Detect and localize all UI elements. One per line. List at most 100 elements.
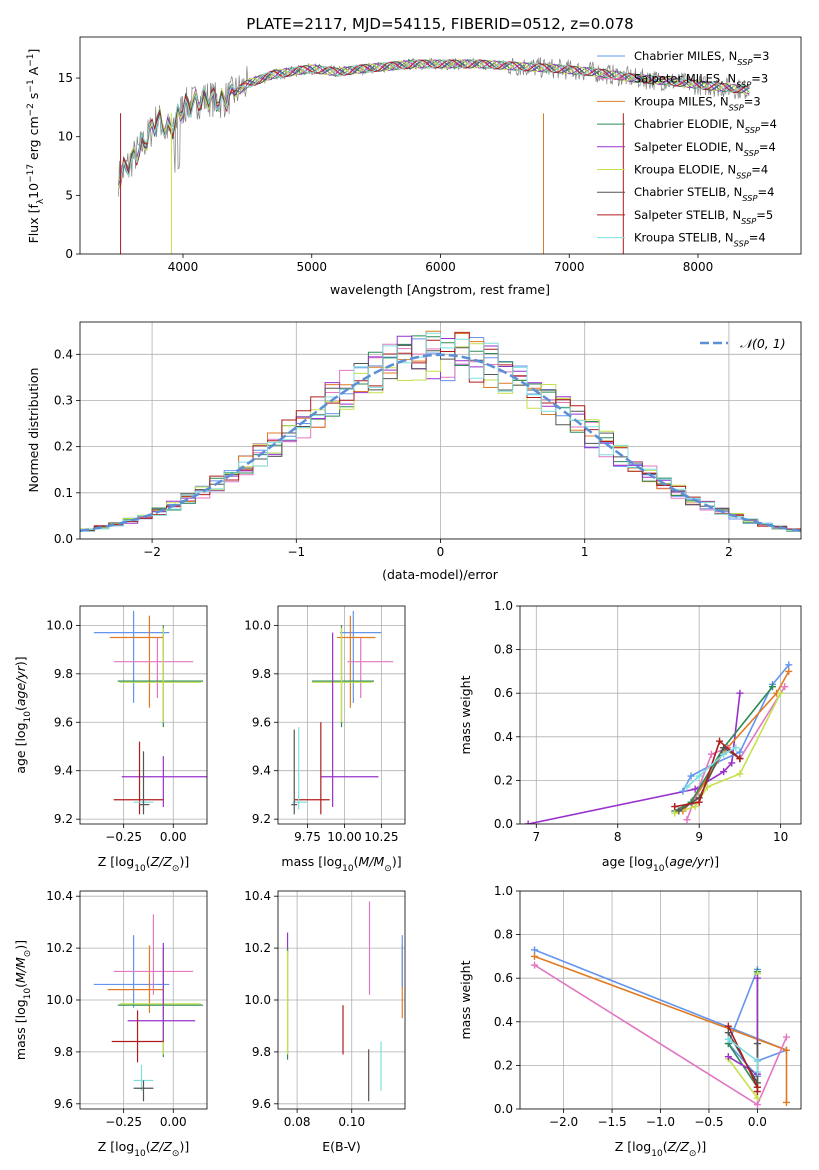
axes-frame bbox=[519, 605, 802, 825]
data-point-marker bbox=[753, 974, 761, 982]
series-line bbox=[686, 746, 737, 788]
data-point-marker bbox=[777, 689, 785, 697]
data-point-marker bbox=[782, 1098, 790, 1106]
histogram-step-line bbox=[80, 344, 801, 531]
data-point-marker bbox=[753, 1057, 761, 1065]
data-point-marker bbox=[531, 952, 539, 960]
model-spectrum-line bbox=[118, 59, 750, 189]
y-axis-label: mass weight bbox=[458, 675, 473, 754]
legend-entry: 𝒩(0, 1) bbox=[740, 336, 786, 351]
plot-area bbox=[520, 891, 801, 1109]
chart-mass-vs-ebv: 0.08 0.10 9.6 9.8 10.0 10.2 10.4 E(B-V) bbox=[244, 889, 406, 1154]
data-point-marker bbox=[687, 772, 695, 780]
y-tick-label: 9.6 bbox=[54, 1097, 73, 1111]
data-point-marker bbox=[720, 768, 728, 776]
x-tick-label: 9.75 bbox=[294, 830, 321, 844]
chart-mass-weight-vs-age: 7 8 9 10 0.0 0.2 0.4 0.6 0.8 1.0 age [log10(age/yr… bbox=[458, 599, 802, 874]
data-point-marker bbox=[720, 750, 728, 758]
y-tick-label: 0.2 bbox=[54, 440, 73, 454]
y-tick-label: 9.8 bbox=[54, 1045, 73, 1059]
axes-frame bbox=[277, 890, 406, 1110]
x-axis-label: age [log10(age/yr)] bbox=[602, 854, 719, 874]
data-point-marker bbox=[707, 750, 715, 758]
y-tick-label: 1.0 bbox=[494, 599, 513, 613]
y-tick-label: 0.8 bbox=[494, 928, 513, 942]
x-tick-label: 5000 bbox=[296, 260, 327, 274]
chart-mass-vs-metallicity: −0.25 0.00 9.6 9.8 10.0 10.2 10.4 Z [log10(Z/Z⊙… bbox=[13, 889, 208, 1159]
legend-entry: Kroupa ELODIE, NSSP=4 bbox=[634, 163, 768, 181]
y-tick-label: 9.4 bbox=[54, 764, 73, 778]
y-tick-label: 0.0 bbox=[54, 532, 73, 546]
axes-frame bbox=[79, 36, 802, 255]
axes-frame bbox=[277, 605, 406, 825]
data-point-marker bbox=[753, 1101, 761, 1109]
y-tick-label: 15 bbox=[58, 71, 73, 85]
data-point-marker bbox=[671, 809, 679, 817]
y-tick-label: 10.0 bbox=[46, 993, 73, 1007]
histogram-step-line bbox=[80, 343, 801, 531]
plot-area bbox=[278, 606, 405, 824]
y-tick-label: 0.2 bbox=[494, 773, 513, 787]
x-tick-label: 10 bbox=[773, 830, 788, 844]
histogram-step-line bbox=[80, 332, 801, 531]
data-point-marker bbox=[724, 1053, 732, 1061]
y-tick-label: 10.4 bbox=[46, 889, 73, 903]
y-axis-label: Flux [fλ10−17 erg cm−2 s−1 A−1] bbox=[26, 49, 46, 244]
gaussian-curve bbox=[80, 353, 801, 533]
chart-age-vs-metallicity: −0.25 0.00 9.2 9.4 9.6 9.8 10.0 Z [log10(Z/Z⊙)]… bbox=[13, 605, 208, 874]
x-tick-label: −2 bbox=[143, 545, 161, 559]
chart-mass-weight-vs-metallicity: −2.0 −1.5 −1.0 −0.5 0.0 0.0 0.2 0.4 0.6 0.8 1.0 Z [… bbox=[458, 884, 802, 1159]
legend-entry: Kroupa MILES, NSSP=3 bbox=[634, 94, 761, 112]
y-tick-label: 9.6 bbox=[54, 715, 73, 729]
y-tick-label: 0.6 bbox=[494, 686, 513, 700]
y-axis-label: Normed distribution bbox=[26, 368, 41, 493]
chart-residuals: −2 −1 0 1 2 0.0 0.1 0.2 0.3 0.4 𝒩(0, 1) (data-model… bbox=[26, 321, 802, 582]
y-tick-label: 10.2 bbox=[244, 941, 271, 955]
data-point-marker bbox=[768, 683, 776, 691]
data-point-marker bbox=[716, 737, 724, 745]
x-tick-label: −0.25 bbox=[105, 1115, 142, 1129]
legend-entry: Kroupa STELIB, NSSP=4 bbox=[634, 231, 766, 249]
data-point-marker bbox=[724, 1022, 732, 1030]
x-tick-label: 7000 bbox=[554, 260, 585, 274]
data-point-marker bbox=[785, 667, 793, 675]
axes-frame bbox=[79, 321, 802, 540]
data-point-marker bbox=[782, 1033, 790, 1041]
data-point-marker bbox=[531, 946, 539, 954]
x-tick-label: 0.00 bbox=[160, 830, 187, 844]
y-tick-label: 9.8 bbox=[252, 1045, 271, 1059]
y-tick-label: 0.2 bbox=[494, 1058, 513, 1072]
data-point-marker bbox=[683, 816, 691, 824]
legend-entry: Salpeter ELODIE, NSSP=4 bbox=[634, 140, 776, 158]
plot-area bbox=[118, 57, 750, 254]
x-axis-label: mass [log10(M/M⊙)] bbox=[281, 854, 401, 874]
x-tick-label: −0.5 bbox=[694, 1115, 723, 1129]
x-tick-label: 9 bbox=[695, 830, 703, 844]
data-point-marker bbox=[736, 748, 744, 756]
x-axis-label: wavelength [Angstrom, rest frame] bbox=[330, 282, 550, 297]
x-tick-label: 1 bbox=[581, 545, 589, 559]
y-tick-label: 10 bbox=[58, 130, 73, 144]
legend-entry: Salpeter MILES, NSSP=3 bbox=[634, 72, 768, 90]
data-point-marker bbox=[732, 744, 740, 752]
data-point-marker bbox=[782, 1046, 790, 1054]
data-point-marker bbox=[524, 820, 532, 824]
plot-area bbox=[80, 606, 207, 824]
axes-frame bbox=[79, 890, 208, 1110]
x-tick-label: −0.25 bbox=[105, 830, 142, 844]
data-point-marker bbox=[753, 1040, 761, 1048]
data-point-marker bbox=[781, 683, 789, 691]
y-tick-label: 1.0 bbox=[494, 884, 513, 898]
x-tick-label: 7 bbox=[532, 830, 540, 844]
y-tick-label: 0.0 bbox=[494, 1102, 513, 1116]
y-axis-label: age [log10(age/yr)] bbox=[13, 656, 33, 773]
y-tick-label: 0.4 bbox=[494, 730, 513, 744]
data-point-marker bbox=[695, 772, 703, 780]
x-tick-label: −1.5 bbox=[597, 1115, 626, 1129]
y-tick-label: 9.8 bbox=[54, 667, 73, 681]
axes-frame bbox=[79, 605, 208, 825]
x-tick-label: −1 bbox=[287, 545, 305, 559]
x-tick-label: 8000 bbox=[683, 260, 714, 274]
